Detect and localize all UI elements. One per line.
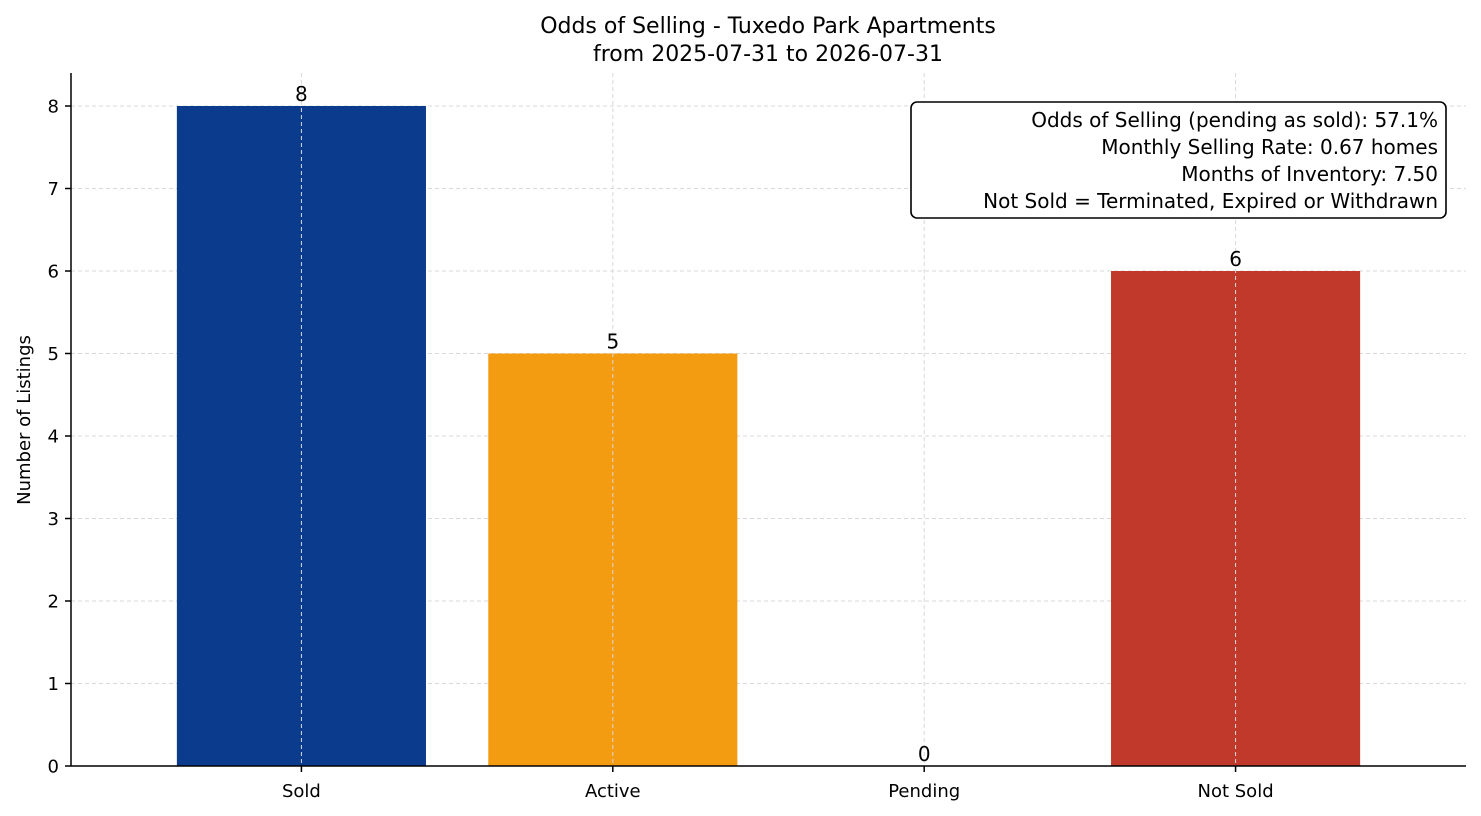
stats-annotation-line: Months of Inventory: 7.50 — [1181, 162, 1438, 186]
stats-annotation: Odds of Selling (pending as sold): 57.1%… — [910, 101, 1447, 219]
stats-annotation-line: Odds of Selling (pending as sold): 57.1% — [1031, 108, 1438, 132]
bar-value-label: 5 — [606, 330, 619, 354]
y-tick-label: 8 — [48, 97, 59, 118]
y-axis-label: Number of Listings — [14, 335, 35, 505]
bar-sold — [176, 106, 426, 766]
stats-annotation-line: Monthly Selling Rate: 0.67 homes — [1101, 135, 1438, 159]
bar-value-labels: 8 5 0 6 — [295, 82, 1242, 766]
stats-annotation-box — [910, 101, 1447, 219]
y-tick-label: 5 — [48, 344, 59, 365]
y-tick-label: 6 — [48, 262, 59, 283]
bar-value-label: 8 — [295, 82, 308, 106]
y-tick-label: 4 — [48, 427, 59, 448]
x-tick-label: Sold — [282, 781, 321, 802]
y-tick-label: 1 — [48, 674, 59, 695]
chart-title: Odds of Selling - Tuxedo Park Apartments — [540, 14, 996, 39]
bar-value-label: 6 — [1229, 247, 1242, 271]
y-tick-label: 3 — [48, 509, 59, 530]
y-tick-label: 2 — [48, 592, 59, 613]
x-tick-label: Pending — [888, 781, 960, 802]
x-tick-label: Not Sold — [1198, 781, 1274, 802]
stats-annotation-line: Not Sold = Terminated, Expired or Withdr… — [983, 189, 1438, 213]
bar-value-label: 0 — [918, 742, 931, 766]
chart-subtitle: from 2025-07-31 to 2026-07-31 — [593, 42, 943, 67]
axes: 0 1 2 3 4 5 6 7 8 Sold Active Pending Not Sold — [48, 73, 1466, 802]
x-tick-label: Active — [585, 781, 641, 802]
y-tick-label: 7 — [48, 179, 59, 200]
y-tick-label: 0 — [48, 757, 59, 778]
